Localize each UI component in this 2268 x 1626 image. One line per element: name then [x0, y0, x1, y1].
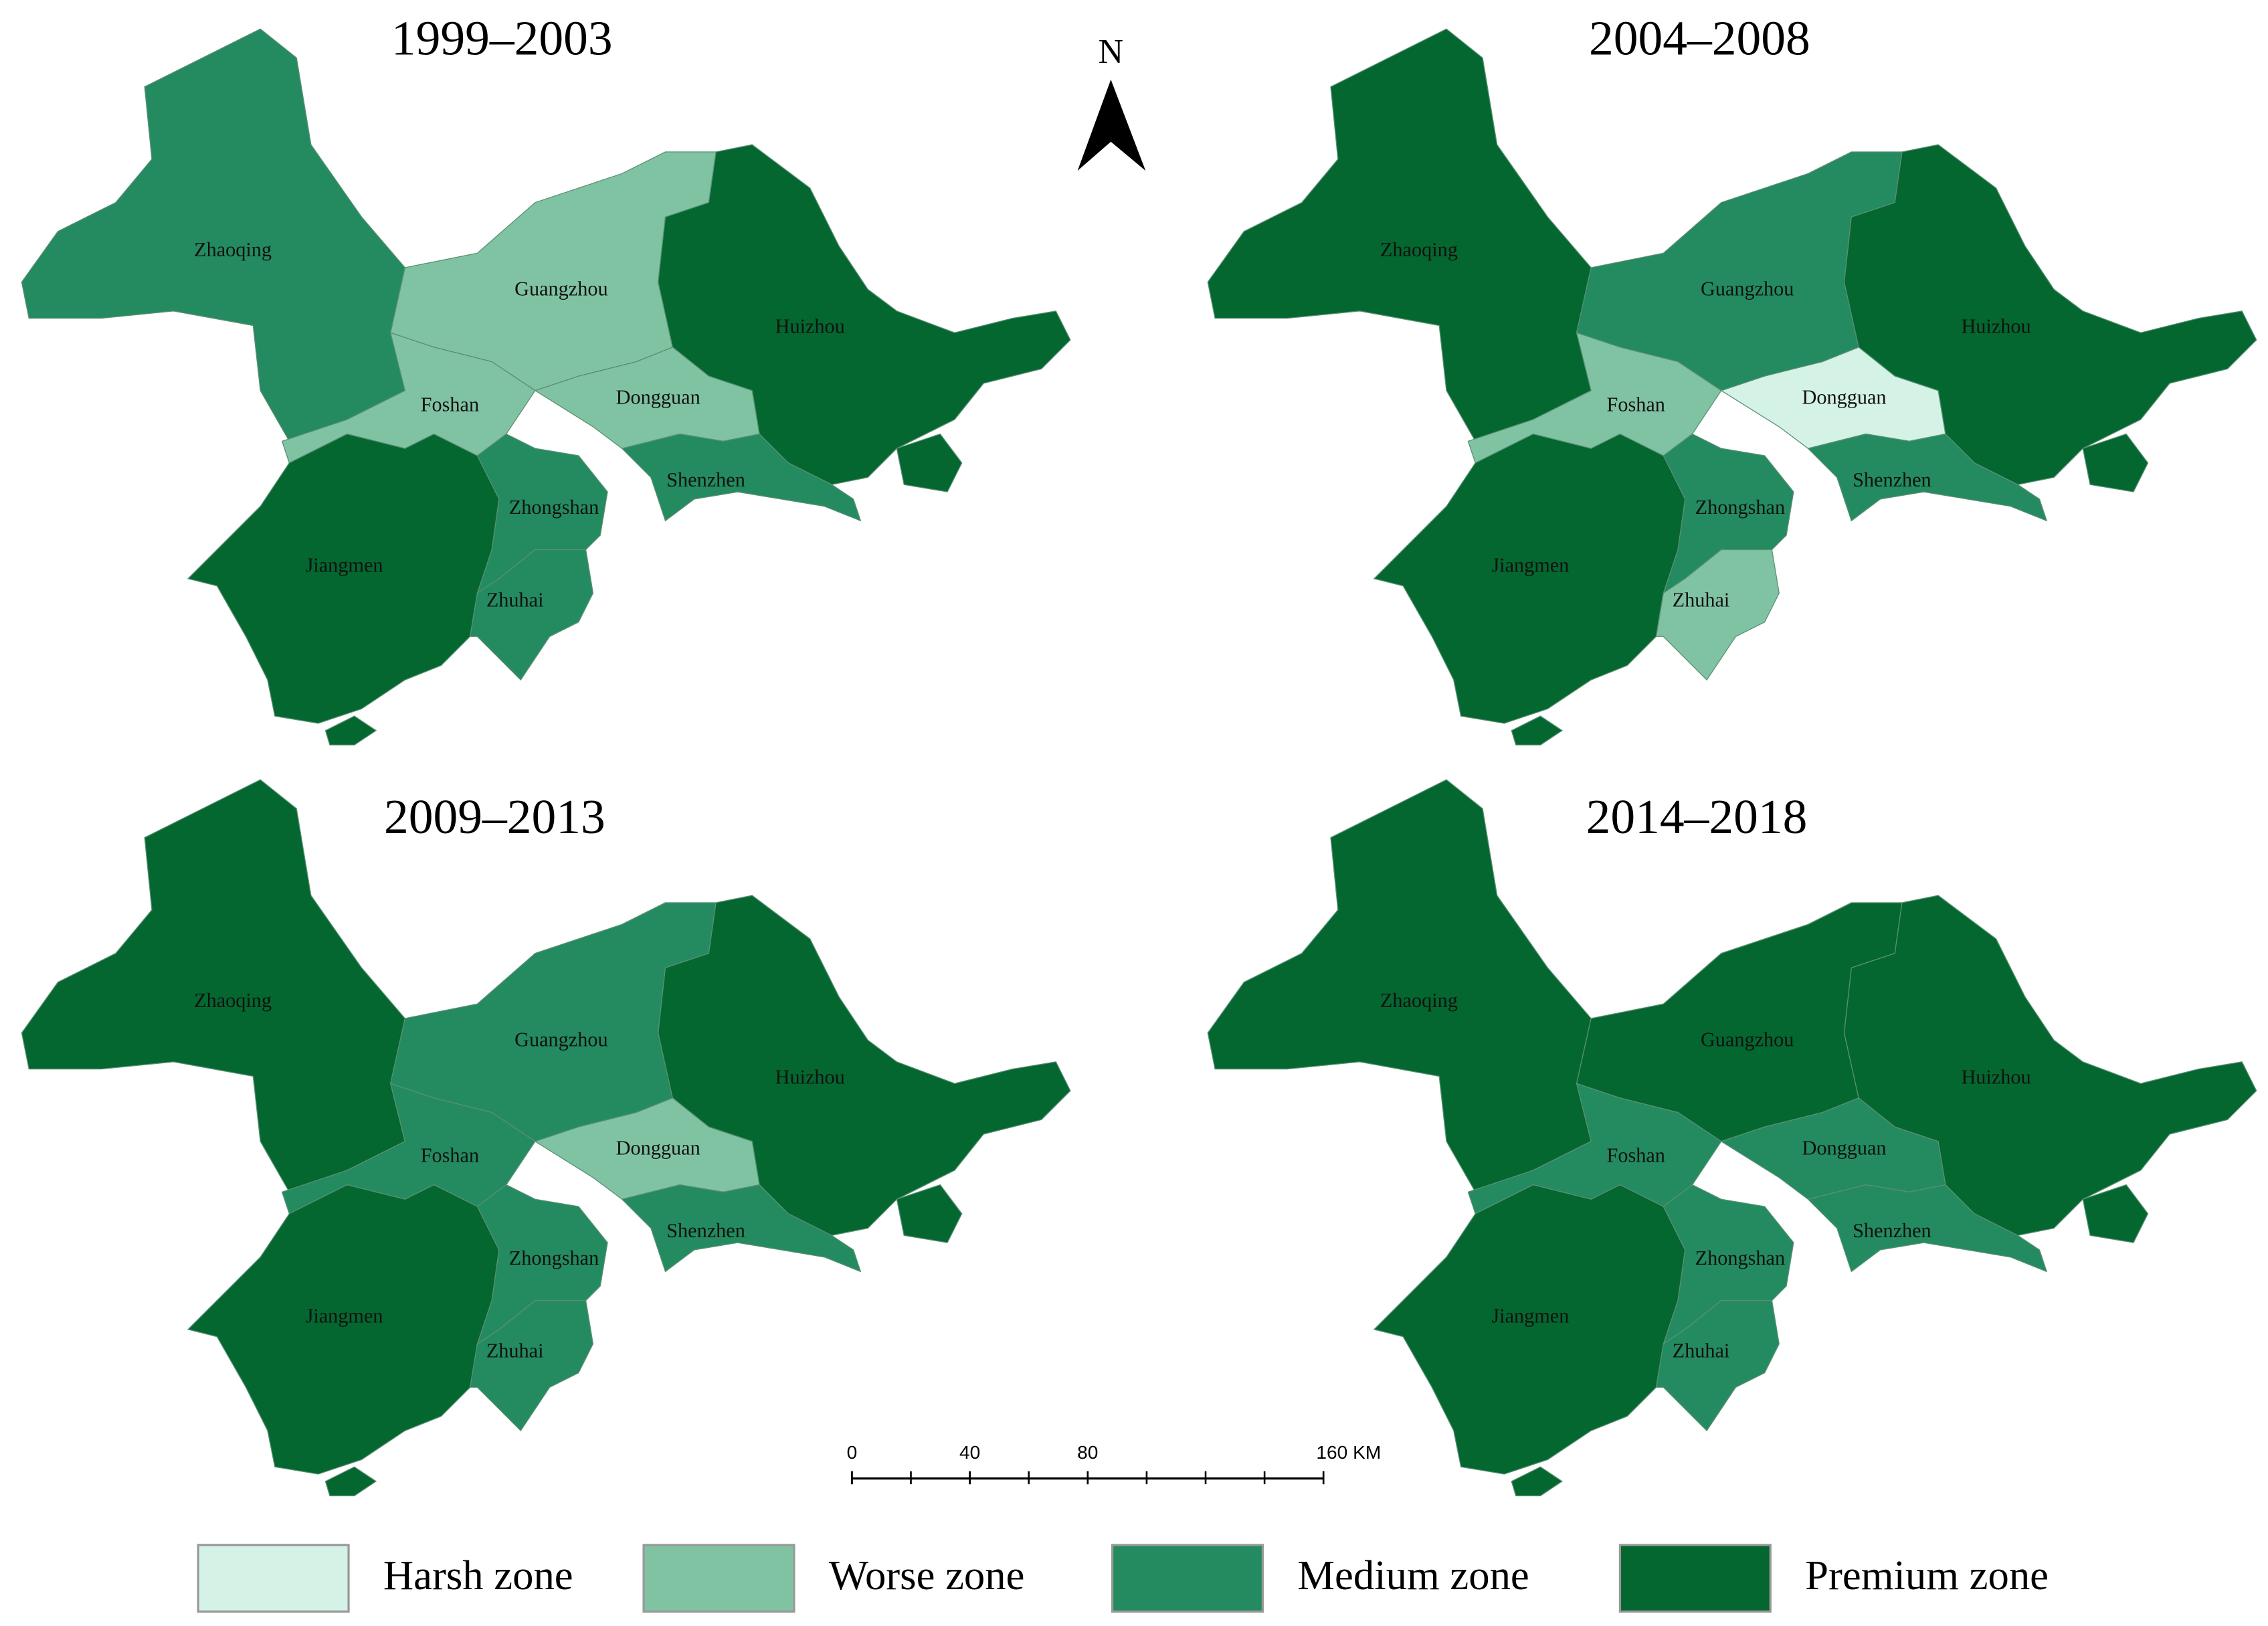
north-label: N [1099, 33, 1123, 71]
map-title: 2009–2013 [384, 790, 605, 844]
city-label: Dongguan [1802, 1137, 1887, 1160]
city-label: Shenzhen [666, 1219, 745, 1242]
city-region [324, 1466, 377, 1497]
city-region [621, 433, 862, 522]
city-region [187, 1184, 500, 1475]
city-region [621, 1184, 862, 1273]
city-region [21, 779, 406, 1193]
city-region [324, 715, 377, 746]
city-label: Shenzhen [666, 468, 745, 491]
city-label: Shenzhen [1853, 468, 1931, 491]
city-label: Huizhou [1961, 1066, 2030, 1089]
north-arrow: N [1077, 33, 1146, 171]
city-region [1207, 779, 1592, 1193]
city-region [2082, 1184, 2149, 1243]
map-title: 1999–2003 [391, 11, 613, 66]
city-label: Huizhou [775, 315, 845, 338]
legend-swatch [197, 1544, 350, 1613]
city-label: Dongguan [616, 1137, 700, 1160]
city-region [534, 347, 760, 449]
city-label: Zhaoqing [194, 989, 272, 1012]
city-label: Zhuhai [486, 588, 544, 611]
city-region [1207, 28, 1592, 442]
legend-label: Worse zone [829, 1552, 1025, 1599]
city-label: Foshan [421, 393, 479, 416]
city-label: Guangzhou [1701, 277, 1794, 300]
city-region [469, 1299, 594, 1432]
city-label: Huizhou [775, 1066, 845, 1089]
scale-label: 80 [1077, 1442, 1098, 1463]
city-label: Dongguan [616, 386, 700, 409]
city-label: Huizhou [1961, 315, 2030, 338]
city-label: Zhuhai [1673, 588, 1730, 611]
city-label: Zhongshan [509, 1247, 599, 1269]
legend-label: Medium zone [1297, 1552, 1529, 1599]
city-label: Zhaoqing [194, 238, 272, 261]
city-label: Zhuhai [486, 1339, 544, 1362]
map-title: 2004–2008 [1589, 11, 1810, 66]
city-label: Jiangmen [306, 1304, 383, 1327]
city-label: Shenzhen [1853, 1219, 1931, 1242]
city-label: Jiangmen [306, 553, 383, 576]
city-region [1373, 1184, 1686, 1475]
map-panel: Zhaoqing Guangzhou Huizhou Foshan Dongguan Sh… [21, 779, 1071, 1497]
city-label: Zhongshan [1695, 1247, 1785, 1269]
map-panel: Zhaoqing Guangzhou Huizhou Foshan Dongguan Sh… [21, 28, 1071, 746]
city-label: Guangzhou [514, 1028, 607, 1051]
map-title: 2014–2018 [1586, 790, 1808, 844]
city-region [469, 549, 594, 681]
city-label: Jiangmen [1491, 553, 1569, 576]
scale-label: 0 [847, 1442, 858, 1463]
city-region [534, 1097, 760, 1200]
city-region [21, 28, 406, 442]
city-region [896, 1184, 963, 1243]
city-region [1511, 715, 1564, 746]
city-region [1807, 1184, 2048, 1273]
map-panel: Zhaoqing Guangzhou Huizhou Foshan Dongguan Sh… [1207, 779, 2257, 1497]
city-region [2082, 433, 2149, 492]
city-region [1373, 433, 1686, 724]
scale-label: 40 [959, 1442, 980, 1463]
city-region [1720, 347, 1946, 449]
city-region [1511, 1466, 1564, 1497]
city-region [1807, 433, 2048, 522]
city-label: Zhuhai [1673, 1339, 1730, 1362]
city-label: Guangzhou [514, 277, 607, 300]
city-label: Zhongshan [509, 496, 599, 519]
city-label: Zhaoqing [1380, 989, 1458, 1012]
legend-swatch [1111, 1544, 1264, 1613]
city-label: Foshan [421, 1144, 479, 1166]
legend-swatch [1618, 1544, 1772, 1613]
legend-label: Harsh zone [383, 1552, 573, 1599]
city-label: Zhongshan [1695, 496, 1785, 519]
legend-label: Premium zone [1805, 1552, 2049, 1599]
city-label: Dongguan [1802, 386, 1887, 409]
city-label: Zhaoqing [1380, 238, 1458, 261]
legend-swatch [642, 1544, 795, 1613]
city-region [1655, 1299, 1780, 1432]
city-region [1655, 549, 1780, 681]
city-region [187, 433, 500, 724]
city-region [896, 433, 963, 492]
city-label: Foshan [1607, 393, 1665, 416]
city-region [1720, 1097, 1946, 1200]
city-label: Jiangmen [1491, 1304, 1569, 1327]
city-label: Guangzhou [1701, 1028, 1794, 1051]
map-panel: Zhaoqing Guangzhou Huizhou Foshan Dongguan Sh… [1207, 28, 2257, 746]
scale-label: 160 KM [1316, 1442, 1381, 1463]
city-label: Foshan [1607, 1144, 1665, 1166]
